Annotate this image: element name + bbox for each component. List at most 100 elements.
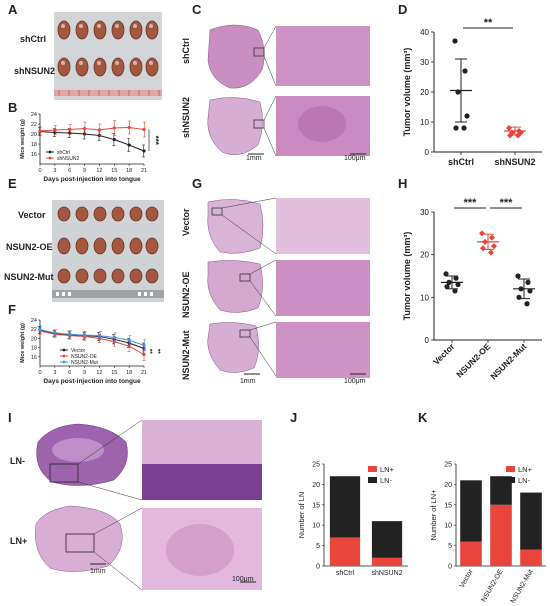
x-tick-label: 15 [111,168,117,174]
data-point [142,127,146,132]
i-scale-1mm: 1mm [90,568,106,575]
bar-ln- [329,476,361,538]
bar-ln- [490,476,512,505]
i-row-label-ln-neg: LN- [10,456,25,466]
significance-label: ** [154,349,161,355]
significance-label: *** [464,197,478,209]
panel-label-b: B [8,100,18,115]
y-tick-label: 20 [312,482,320,489]
x-tick-label: 12 [96,168,102,174]
data-point [480,245,486,252]
legend-label: LN- [380,476,393,485]
y-tick-label: 20 [420,88,429,97]
e-row-label-nsun2-mut: NSUN2-Mut [4,272,54,282]
tumor-photo-e-drawing [52,206,164,298]
data-point [127,344,131,348]
x-tick-label: NSUN2-OE [481,568,505,603]
data-point [68,127,72,132]
data-point [443,271,449,277]
g-row-label-nsun2-mut: NSUN2-Mut [181,330,191,381]
data-point [464,113,470,119]
i-scale-100um: 100μm [232,576,254,583]
y-tick-label: 25 [312,462,320,469]
chart-j: 0 5 10 15 20 25 Number of LN shCtrl shNSUN2 LN+ LN… [297,462,408,577]
x-tick-label: 18 [126,168,132,174]
data-point [127,143,131,147]
g-scale-100um: 100μm [344,378,366,385]
x-tick-label: 9 [83,168,86,174]
bar-ln+ [371,557,403,566]
data-point [524,301,530,307]
legend-marker [62,348,66,352]
data-point [525,279,531,285]
y-tick-label: 10 [420,293,429,302]
x-tick-label: shCtrl [448,157,474,167]
legend-label: shCtrl [57,150,70,156]
x-tick-label: 9 [83,370,86,376]
x-tick-label: NSUN2-Mut [488,341,528,381]
y-tick-label: 20 [420,251,429,260]
x-axis-label: Days post-injection into tongue [43,176,141,183]
panel-label-c: C [192,2,202,17]
data-point [462,68,468,74]
significance-label: ** [146,349,153,355]
data-point [97,334,102,338]
data-point [53,130,57,135]
y-tick-label: 30 [420,58,429,67]
legend-label: NSUN2-Mut [71,360,99,366]
panel-label-a: A [8,2,18,17]
i-row-label-ln-pos: LN+ [10,536,28,546]
data-point [112,335,116,340]
x-tick-label: 6 [68,370,71,376]
y-tick-label: 16 [31,152,37,158]
y-tick-label: 10 [312,523,320,530]
data-point [452,288,458,294]
panel-label-j: J [290,410,298,425]
x-tick-label: 18 [126,370,132,376]
data-point [453,275,459,281]
data-point [142,149,146,153]
legend-marker [62,360,66,364]
data-point [112,126,116,130]
y-tick-label: 18 [31,142,37,148]
series-line-nsun2-mut [39,329,145,346]
g-histology-images [207,197,370,378]
bar-ln- [371,521,403,558]
x-tick-label: NSUN2-Mut [510,568,535,604]
x-tick-label: NSUN2-OE [454,341,492,379]
y-tick-label: 25 [444,462,452,469]
c-row-label-shnsun2: shNSUN2 [181,96,191,138]
x-tick-label: 21 [141,168,147,174]
y-axis-label: Tumor volume (mm³) [402,232,412,321]
y-tick-label: 20 [31,336,37,342]
x-tick-label: 0 [38,370,41,376]
y-tick-label: 0 [425,148,430,157]
y-axis-label: Mice weight (g) [20,119,26,159]
g-scale-1mm: 1mm [240,378,256,385]
significance-label: *** [151,136,160,146]
panel-label-f: F [8,302,16,317]
data-point [82,333,87,337]
data-point [38,129,42,133]
y-tick-label: 0 [448,564,452,571]
e-row-label-vector: Vector [18,210,46,220]
y-tick-label: 18 [31,346,37,352]
legend-label: LN- [518,476,531,485]
legend-label: LN+ [380,465,395,474]
bar-ln- [520,492,542,550]
panel-label-i: I [8,410,12,425]
data-point [68,332,72,336]
panel-label-e: E [8,176,17,191]
y-tick-label: 20 [444,482,452,489]
data-point [444,284,450,290]
y-axis-label: Number of LN+ [429,489,438,541]
data-point [38,328,42,332]
c-row-label-shctrl: shCtrl [181,37,191,64]
chart-k: 0 5 10 15 20 25 Number of LN+ Vector NSUN2-OE NSU… [429,462,546,605]
y-axis-label: Number of LN [297,492,306,539]
data-point [97,128,102,132]
panel-label-h: H [398,176,408,191]
data-point [53,128,57,132]
